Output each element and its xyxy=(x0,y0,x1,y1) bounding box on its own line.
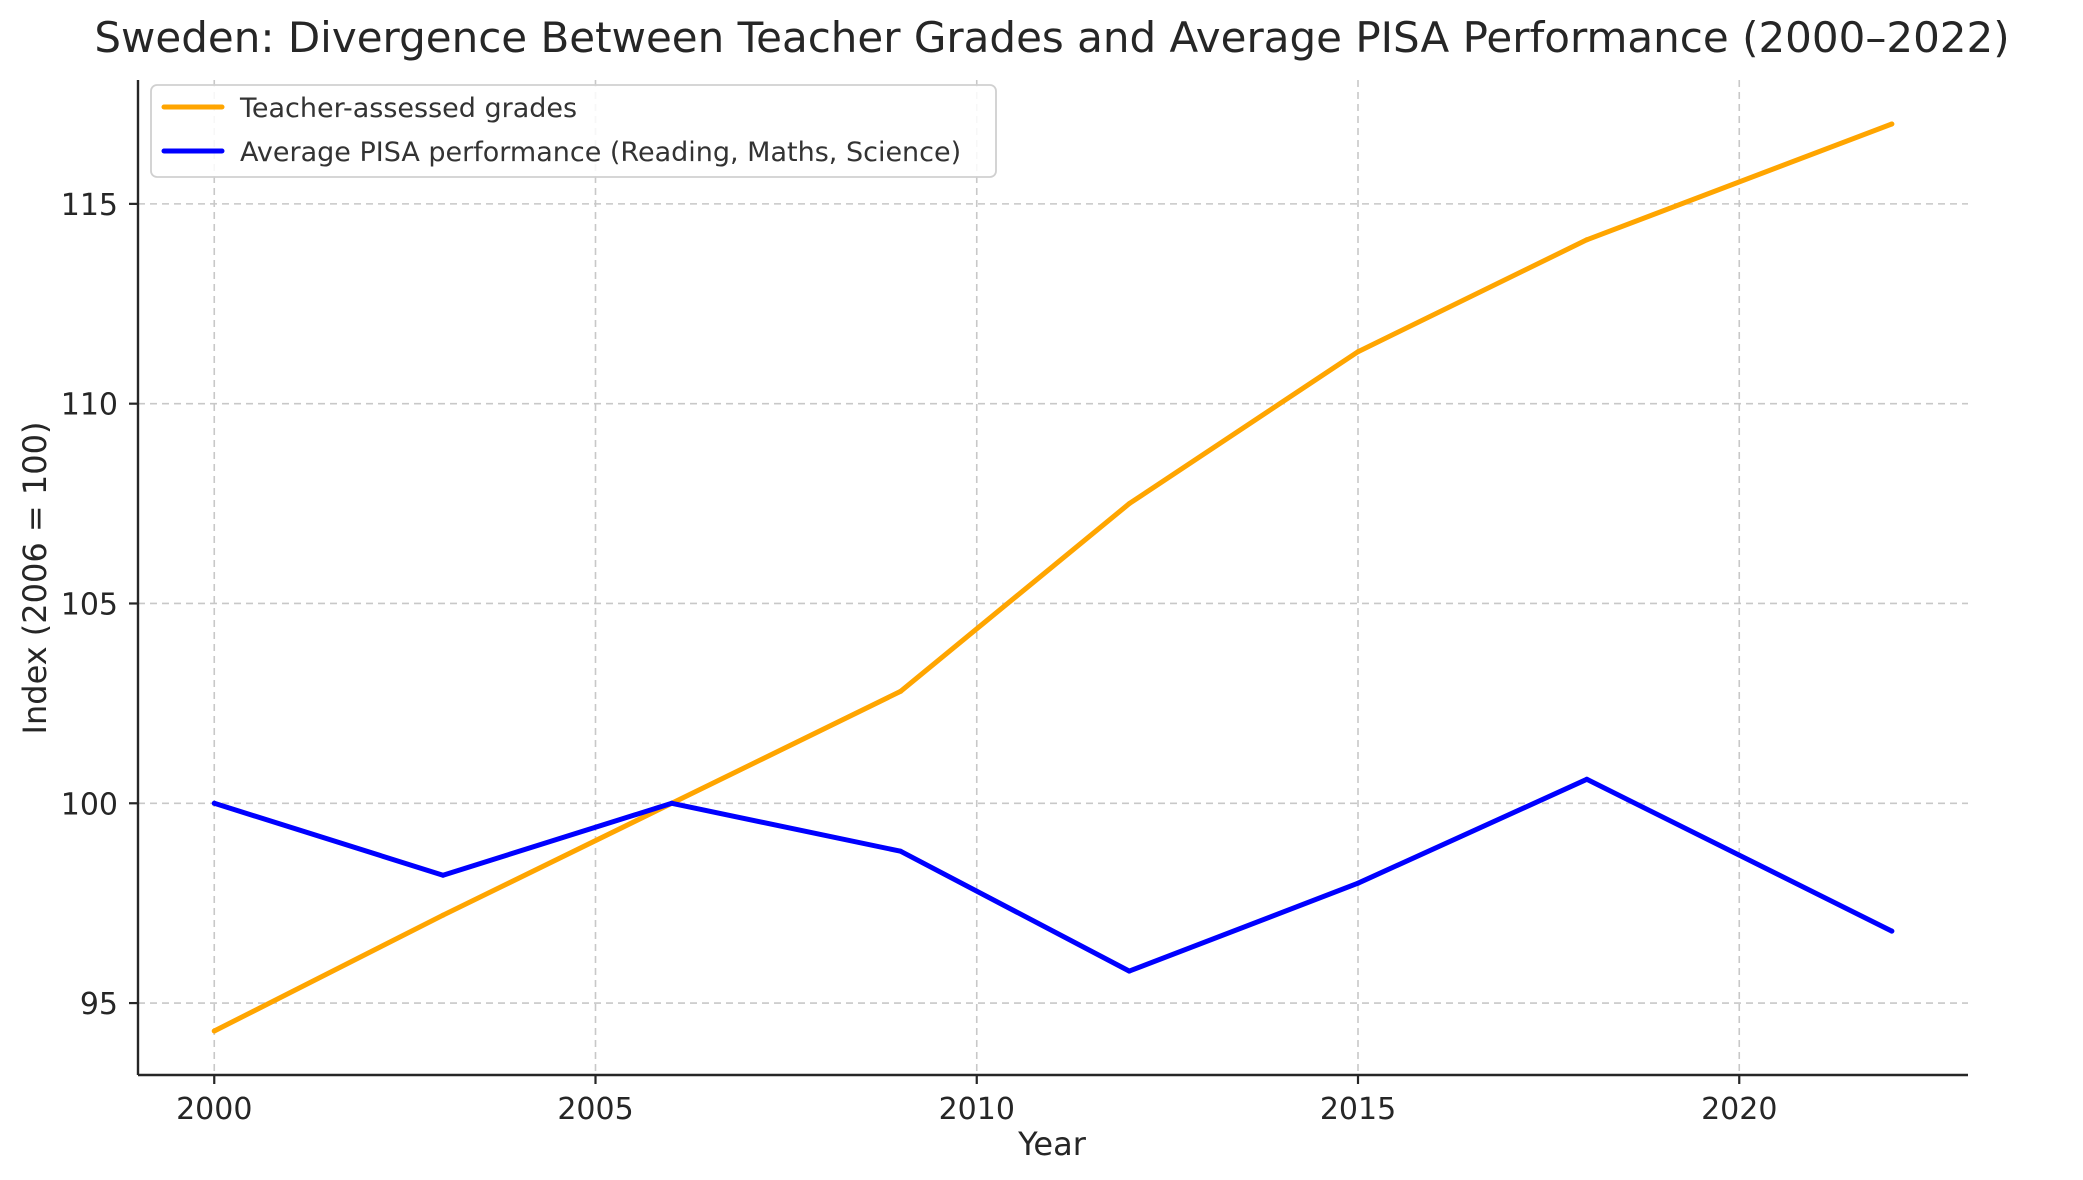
x-tick-label: 2000 xyxy=(176,1092,252,1127)
legend: Teacher-assessed grades Average PISA per… xyxy=(150,84,997,178)
teacher-grades-point xyxy=(1126,501,1132,507)
pisa-performance-point xyxy=(211,800,217,806)
teacher-grades-point xyxy=(211,1028,217,1034)
pisa-performance-point xyxy=(1889,928,1895,934)
teacher-grades-point xyxy=(1355,349,1361,355)
series-line-teacher-grades xyxy=(211,121,1895,1034)
pisa-performance-point xyxy=(1126,968,1132,974)
y-tick-label: 105 xyxy=(61,587,118,622)
legend-label-teacher-grades: Teacher-assessed grades xyxy=(239,93,577,124)
x-axis-label: Year xyxy=(1017,1125,1087,1163)
chart-title: Sweden: Divergence Between Teacher Grade… xyxy=(94,13,2009,62)
x-tick-label: 2020 xyxy=(1701,1092,1777,1127)
teacher-grades-point xyxy=(1584,237,1590,243)
pisa-performance-point xyxy=(1355,880,1361,886)
y-tick-label: 110 xyxy=(61,388,118,423)
pisa-performance-point xyxy=(440,872,446,878)
grid xyxy=(138,80,1968,1075)
legend-frame xyxy=(150,84,997,178)
axes xyxy=(136,80,1968,1077)
series-line-pisa-performance xyxy=(211,776,1895,974)
x-tick-label: 2005 xyxy=(557,1092,633,1127)
pisa-performance-point xyxy=(1584,776,1590,782)
x-tick-label: 2010 xyxy=(939,1092,1015,1127)
teacher-grades-point xyxy=(1889,121,1895,127)
legend-label-pisa-performance: Average PISA performance (Reading, Maths… xyxy=(240,137,961,168)
ticks: 2000 2005 2010 2015 2020 95 100 105 110 115 xyxy=(61,188,1778,1127)
y-tick-label: 115 xyxy=(61,188,118,223)
teacher-grades-point xyxy=(440,912,446,918)
x-tick-label: 2015 xyxy=(1320,1092,1396,1127)
y-tick-label: 95 xyxy=(80,987,118,1022)
series-layer xyxy=(211,121,1895,1034)
y-axis-label: Index (2006 = 100) xyxy=(16,422,54,735)
pisa-performance-point xyxy=(898,848,903,854)
pisa-performance-point xyxy=(669,800,675,806)
y-tick-label: 100 xyxy=(61,787,118,822)
teacher-grades-point xyxy=(898,688,903,694)
